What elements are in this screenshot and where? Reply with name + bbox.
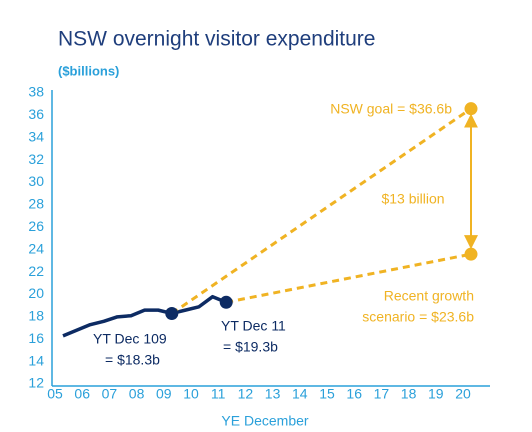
point-marker [165,306,179,320]
annotation: scenario = $23.6b [362,309,474,325]
scenario-line [170,107,472,315]
x-tick-label: 09 [156,386,172,402]
y-tick-label: 28 [28,196,44,212]
x-axis-label: YE December [221,413,308,429]
x-tick-label: 17 [374,386,390,402]
y-tick-label: 32 [28,151,44,167]
x-tick-label: 18 [401,386,417,402]
x-tick-label: 19 [428,386,444,402]
y-tick-label: 20 [28,285,44,301]
chart-title: NSW overnight visitor expenditure [58,28,375,51]
x-tick-label: 20 [455,386,471,402]
y-tick-label: 12 [28,375,44,391]
x-tick-label: 06 [74,386,90,402]
x-tick-label: 07 [102,386,118,402]
y-tick-label: 26 [28,218,44,234]
scenario-line [225,252,472,304]
y-tick-label: 14 [28,352,44,368]
x-tick-label: 10 [183,386,199,402]
history-line [62,294,227,338]
annotation: = $19.3b [223,339,278,355]
point-marker [464,247,478,261]
x-tick-label: 14 [292,386,308,402]
annotation: Recent growth [384,288,474,304]
chart-subtitle: ($billions) [58,63,119,78]
point-marker [219,295,233,309]
y-tick-label: 22 [28,263,44,279]
y-tick-label: 36 [28,106,44,122]
annotation: YT Dec 109 [93,331,167,347]
x-tick-label: 13 [265,386,281,402]
annotation: NSW goal = $36.6b [330,101,452,117]
y-tick-label: 16 [28,330,44,346]
x-tick-label: 15 [319,386,335,402]
annotation: = $18.3b [105,352,160,368]
y-tick-label: 18 [28,308,44,324]
y-tick-label: 38 [28,84,44,100]
annotation: $13 billion [381,191,444,207]
x-tick-label: 05 [47,386,63,402]
annotation: YT Dec 11 [221,318,286,334]
x-tick-label: 08 [129,386,145,402]
x-tick-label: 16 [346,386,362,402]
x-tick-label: 12 [238,386,254,402]
point-marker [464,102,478,116]
x-tick-label: 11 [211,386,226,402]
y-tick-label: 24 [28,240,44,256]
y-tick-label: 30 [28,173,44,189]
y-tick-label: 34 [28,128,44,144]
